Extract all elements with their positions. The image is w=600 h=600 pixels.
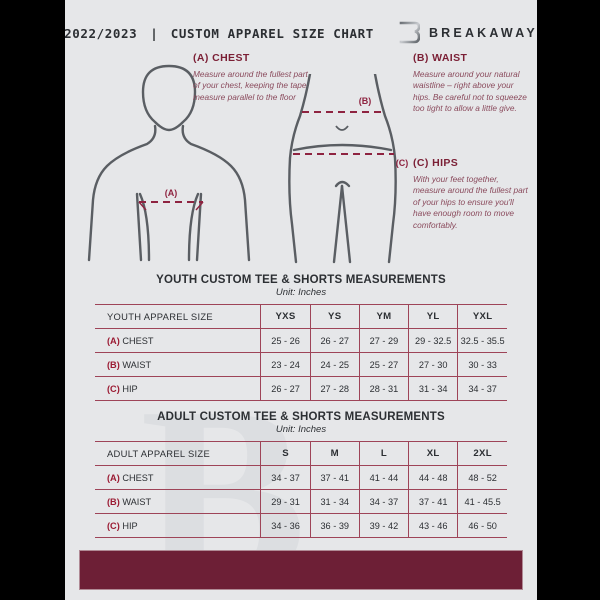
annotation-chest-text: Measure around the fullest part of your … bbox=[193, 69, 308, 102]
adult-header-row: ADULT APPAREL SIZE S M L XL 2XL bbox=[95, 441, 507, 466]
youth-value-cell: 27 - 29 bbox=[359, 328, 410, 353]
adult-size-table: ADULT APPAREL SIZE S M L XL 2XL (A) CHEST 34 - … bbox=[95, 441, 507, 538]
youth-value-cell: 26 - 27 bbox=[260, 376, 311, 401]
human-torso-front-icon: (A) bbox=[87, 64, 251, 262]
measurement-diagram: (A) (B) (C) bbox=[65, 52, 537, 264]
adult-table-unit: Unit: Inches bbox=[275, 424, 327, 435]
youth-table-unit: Unit: Inches bbox=[275, 287, 327, 298]
brand-lockup: BREAKAWAY bbox=[398, 20, 537, 46]
youth-value-cell: 26 - 27 bbox=[310, 328, 360, 353]
youth-value-cell: 27 - 28 bbox=[310, 376, 360, 401]
adult-value-cell: 34 - 37 bbox=[359, 489, 410, 514]
adult-value-cell: 34 - 36 bbox=[260, 513, 311, 538]
adult-header-cell: L bbox=[359, 441, 410, 466]
youth-header-cell: YOUTH APPAREL SIZE bbox=[95, 304, 262, 329]
measurement-tag: (C) bbox=[107, 383, 123, 394]
youth-header-cell: YXL bbox=[457, 304, 507, 329]
page-title: CUSTOM APPAREL SIZE CHART bbox=[170, 25, 374, 41]
table-row: (B) WAIST 23 - 24 24 - 25 25 - 27 27 - 30 30 … bbox=[95, 352, 507, 377]
adult-value-cell: 43 - 46 bbox=[408, 513, 459, 538]
footer-bar bbox=[79, 550, 523, 590]
adult-value-cell: 37 - 41 bbox=[310, 465, 360, 490]
annotation-chest-title: (A) CHEST bbox=[193, 52, 250, 64]
brand-name: BREAKAWAY bbox=[428, 26, 537, 40]
adult-value-cell: 44 - 48 bbox=[408, 465, 459, 490]
annotation-chest: (A) CHEST Measure around the fullest par… bbox=[193, 52, 311, 103]
youth-table-title: YOUTH CUSTOM TEE & SHORTS MEASUREMENTS bbox=[156, 274, 446, 286]
header-season: 2022/2023 bbox=[65, 25, 138, 41]
youth-header-cell: YL bbox=[408, 304, 459, 329]
adult-row-label: (B) WAIST bbox=[95, 489, 262, 514]
youth-header-row: YOUTH APPAREL SIZE YXS YS YM YL YXL bbox=[95, 304, 507, 329]
adult-value-cell: 29 - 31 bbox=[260, 489, 311, 514]
page-header: 2022/2023 | CUSTOM APPAREL SIZE CHART bbox=[65, 0, 537, 52]
youth-row-label: (A) CHEST bbox=[95, 328, 262, 353]
adult-value-cell: 31 - 34 bbox=[310, 489, 360, 514]
adult-value-cell: 46 - 50 bbox=[457, 513, 507, 538]
table-row: (A) CHEST 34 - 37 37 - 41 41 - 44 44 - 48 48 … bbox=[95, 465, 507, 490]
human-hips-front-icon: (B) (C) bbox=[288, 74, 409, 264]
youth-value-cell: 34 - 37 bbox=[457, 376, 507, 401]
measurement-tag: (B) bbox=[107, 496, 123, 507]
adult-value-cell: 41 - 44 bbox=[359, 465, 410, 490]
youth-value-cell: 24 - 25 bbox=[310, 352, 360, 377]
youth-value-cell: 32.5 - 35.5 bbox=[457, 328, 507, 353]
adult-header-cell: S bbox=[260, 441, 311, 466]
youth-row-label: (C) HIP bbox=[95, 376, 262, 401]
measurement-tag: (C) bbox=[107, 520, 123, 531]
annotation-waist-title: (B) WAIST bbox=[413, 52, 468, 64]
youth-value-cell: 30 - 33 bbox=[457, 352, 507, 377]
youth-header-cell: YM bbox=[359, 304, 410, 329]
adult-value-cell: 41 - 45.5 bbox=[457, 489, 507, 514]
youth-table-body: YOUTH APPAREL SIZE YXS YS YM YL YXL (A) CHEST 2… bbox=[95, 304, 507, 401]
adult-header-cell: 2XL bbox=[457, 441, 507, 466]
youth-value-cell: 25 - 26 bbox=[260, 328, 311, 353]
youth-measurements-block: YOUTH CUSTOM TEE & SHORTS MEASUREMENTS U… bbox=[65, 274, 537, 401]
youth-value-cell: 31 - 34 bbox=[408, 376, 459, 401]
youth-value-cell: 28 - 31 bbox=[359, 376, 410, 401]
adult-table-body: ADULT APPAREL SIZE S M L XL 2XL (A) CHEST 34 - … bbox=[95, 441, 507, 538]
adult-header-cell: ADULT APPAREL SIZE bbox=[95, 441, 262, 466]
youth-value-cell: 25 - 27 bbox=[359, 352, 410, 377]
annotation-waist: (B) WAIST Measure around your natural wa… bbox=[413, 52, 531, 115]
chest-marker-label: (A) bbox=[165, 188, 178, 198]
size-chart-page: B 2022/2023 | CUSTOM APPAREL SIZE CHART bbox=[65, 0, 537, 600]
hips-marker-label: (C) bbox=[396, 158, 409, 168]
adult-row-label: (A) CHEST bbox=[95, 465, 262, 490]
breakaway-b-monogram-icon bbox=[398, 21, 420, 45]
table-row: (A) CHEST 25 - 26 26 - 27 27 - 29 29 - 32.5 3… bbox=[95, 328, 507, 353]
annotation-hips-title: (C) HIPS bbox=[413, 157, 459, 169]
youth-value-cell: 27 - 30 bbox=[408, 352, 459, 377]
adult-measurements-block: ADULT CUSTOM TEE & SHORTS MEASUREMENTS U… bbox=[65, 411, 537, 538]
page-content: 2022/2023 | CUSTOM APPAREL SIZE CHART bbox=[65, 0, 537, 538]
adult-table-title: ADULT CUSTOM TEE & SHORTS MEASUREMENTS bbox=[157, 411, 445, 423]
adult-value-cell: 36 - 39 bbox=[310, 513, 360, 538]
measurement-tag: (A) bbox=[107, 335, 123, 346]
table-row: (C) HIP 34 - 36 36 - 39 39 - 42 43 - 46 46 - … bbox=[95, 513, 507, 538]
adult-header-cell: XL bbox=[408, 441, 459, 466]
table-row: (B) WAIST 29 - 31 31 - 34 34 - 37 37 - 41 41 … bbox=[95, 489, 507, 514]
youth-header-cell: YXS bbox=[260, 304, 311, 329]
adult-value-cell: 37 - 41 bbox=[408, 489, 459, 514]
annotation-waist-text: Measure around your natural waistline – … bbox=[413, 69, 527, 114]
youth-value-cell: 29 - 32.5 bbox=[408, 328, 459, 353]
adult-value-cell: 34 - 37 bbox=[260, 465, 311, 490]
measurement-tag: (B) bbox=[107, 359, 123, 370]
adult-row-label: (C) HIP bbox=[95, 513, 262, 538]
adult-value-cell: 39 - 42 bbox=[359, 513, 410, 538]
youth-row-label: (B) WAIST bbox=[95, 352, 262, 377]
annotation-hips: (C) HIPS With your feet together, measur… bbox=[413, 157, 533, 231]
measurement-tag: (A) bbox=[107, 472, 123, 483]
youth-value-cell: 23 - 24 bbox=[260, 352, 311, 377]
header-separator: | bbox=[150, 25, 158, 41]
youth-size-table: YOUTH APPAREL SIZE YXS YS YM YL YXL (A) CHEST 2… bbox=[95, 304, 507, 401]
adult-header-cell: M bbox=[310, 441, 360, 466]
waist-marker-label: (B) bbox=[359, 96, 372, 106]
annotation-hips-text: With your feet together, measure around … bbox=[413, 174, 528, 230]
table-row: (C) HIP 26 - 27 27 - 28 28 - 31 31 - 34 34 - … bbox=[95, 376, 507, 401]
adult-value-cell: 48 - 52 bbox=[457, 465, 507, 490]
youth-header-cell: YS bbox=[310, 304, 360, 329]
